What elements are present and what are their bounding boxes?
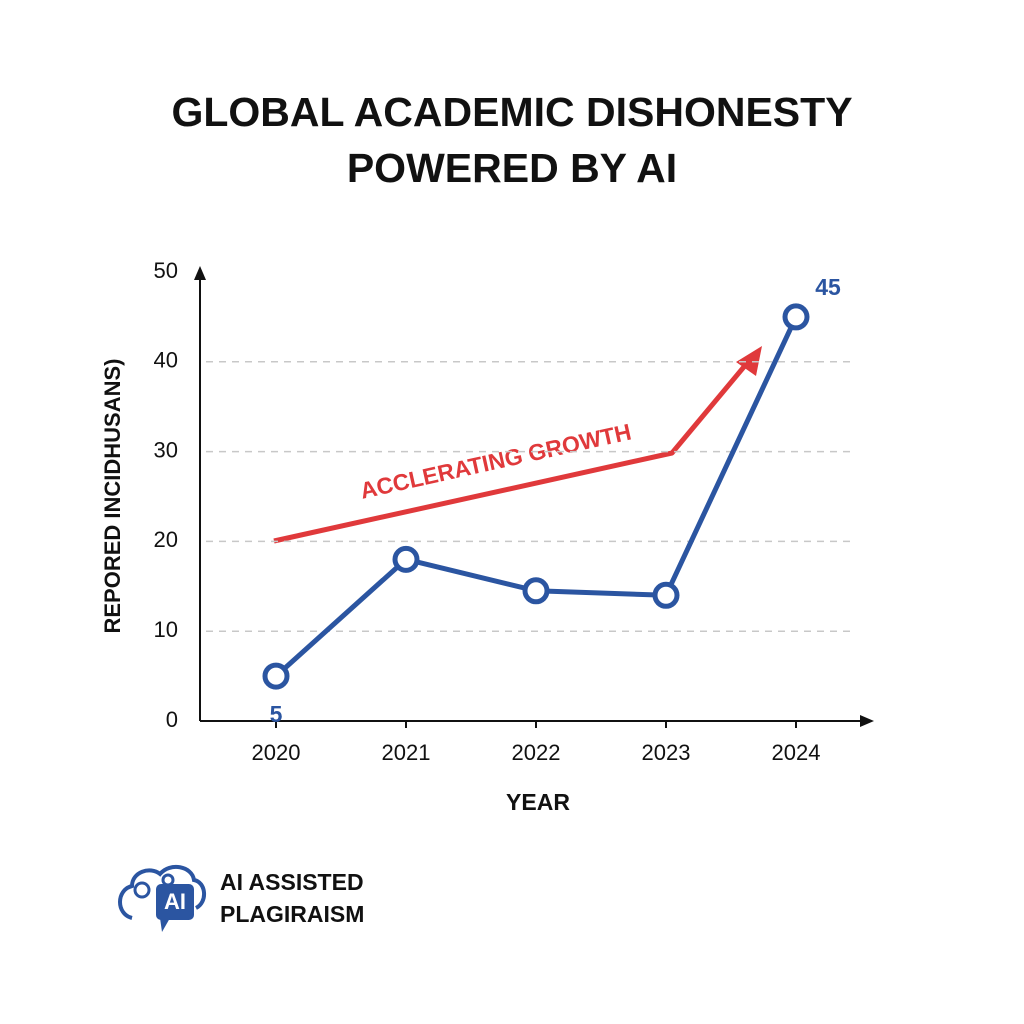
badge-icon	[118, 864, 206, 920]
y-tick-label: 10	[154, 617, 178, 642]
badge-icon-text: AI	[164, 889, 186, 914]
badge-text: PLAGIRAISM	[220, 901, 364, 927]
chart-title: POWERED BY AI	[347, 145, 677, 191]
y-tick-label: 20	[154, 527, 178, 552]
badge-text: AI ASSISTED	[220, 869, 364, 895]
point	[652, 581, 680, 609]
y-tick-label: 30	[154, 437, 178, 462]
point	[262, 662, 290, 690]
annotation-arrowhead	[736, 346, 762, 376]
data-label: 45	[815, 274, 841, 300]
badge: AI AI ASSISTED PLAGIRAISM	[118, 864, 364, 932]
y-axis-label: REPORED INCIDHUSANS)	[100, 358, 125, 633]
x-axis-label: YEAR	[506, 789, 570, 815]
x-tick-label: 2022	[512, 740, 561, 765]
y-tick-label: 0	[166, 707, 178, 732]
y-tick-label: 50	[154, 258, 178, 283]
chart-title: GLOBAL ACADEMIC DISHONESTY	[171, 89, 852, 135]
badge-gear	[133, 881, 151, 899]
point	[392, 545, 420, 573]
badge-tail	[160, 918, 170, 932]
point	[782, 303, 810, 331]
x-tick-label: 2024	[772, 740, 821, 765]
badge-box	[156, 884, 194, 920]
x-tick-label: 2021	[382, 740, 431, 765]
annotation-arrow	[273, 360, 750, 544]
point	[522, 577, 550, 605]
y-tick-label: 40	[154, 348, 178, 373]
data-label: 5	[270, 701, 283, 727]
x-axis-arrow	[860, 715, 874, 727]
y-axis-arrow	[194, 266, 206, 280]
x-tick-label: 2020	[252, 740, 301, 765]
x-tick-label: 2023	[642, 740, 691, 765]
